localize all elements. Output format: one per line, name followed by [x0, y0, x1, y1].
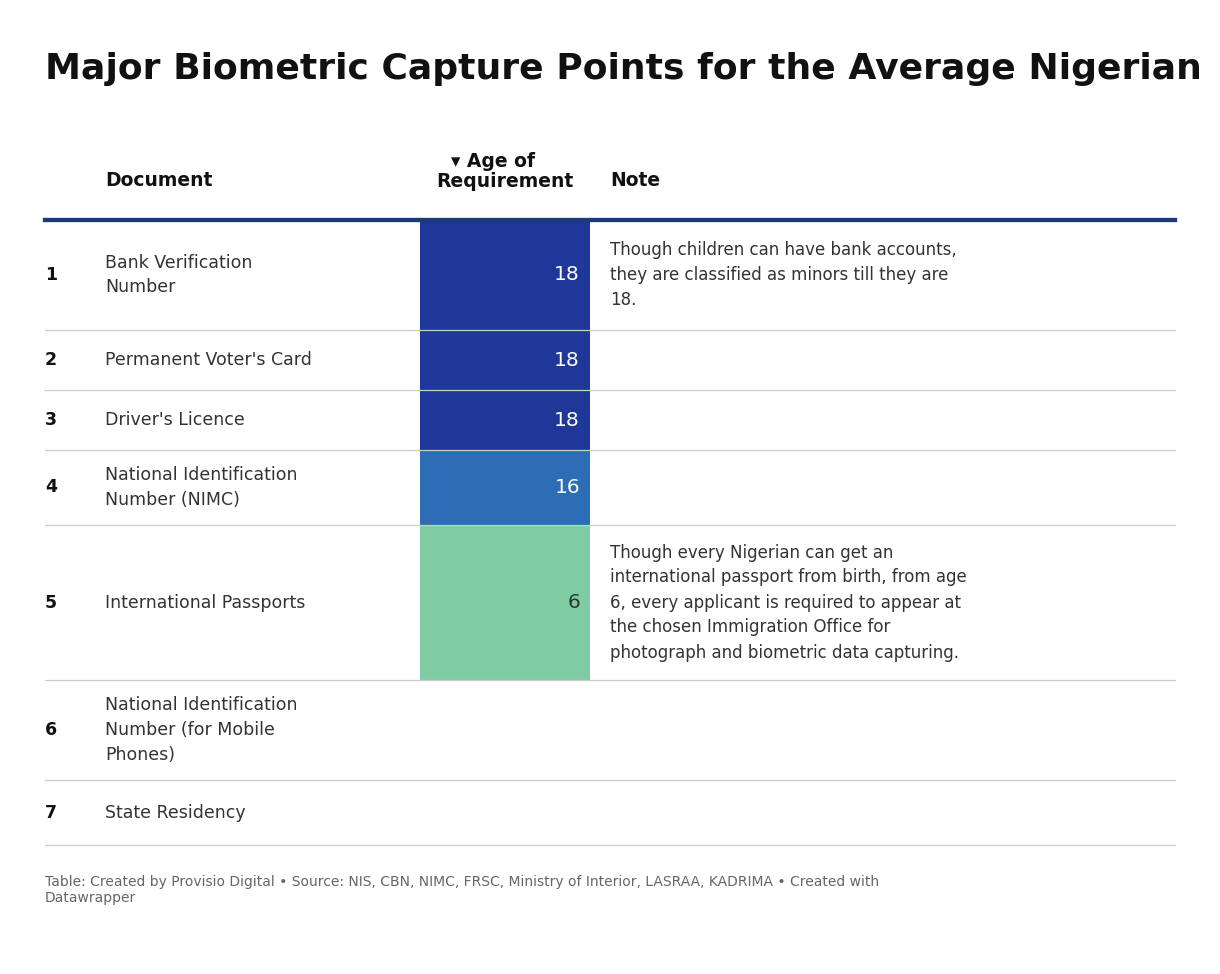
- Text: State Residency: State Residency: [105, 804, 245, 821]
- Text: Bank Verification
Number: Bank Verification Number: [105, 253, 253, 296]
- Text: 18: 18: [554, 410, 580, 430]
- Text: Though children can have bank accounts,
they are classified as minors till they : Though children can have bank accounts, …: [610, 241, 956, 309]
- Text: Note: Note: [610, 170, 660, 190]
- Bar: [420, 525, 590, 680]
- Text: 1: 1: [45, 266, 57, 284]
- Text: Permanent Voter's Card: Permanent Voter's Card: [105, 351, 312, 369]
- Text: Driver's Licence: Driver's Licence: [105, 411, 245, 429]
- Bar: [420, 330, 590, 390]
- Text: Document: Document: [105, 170, 212, 190]
- Text: 16: 16: [554, 478, 580, 497]
- Text: ▾ Age of: ▾ Age of: [451, 152, 536, 171]
- Text: Though every Nigerian can get an
international passport from birth, from age
6, : Though every Nigerian can get an interna…: [610, 543, 966, 661]
- Bar: [420, 390, 590, 450]
- Text: 18: 18: [554, 351, 580, 369]
- Bar: [420, 450, 590, 525]
- Bar: [420, 220, 590, 330]
- Text: National Identification
Number (NIMC): National Identification Number (NIMC): [105, 466, 298, 509]
- Text: 4: 4: [45, 478, 57, 497]
- Text: 6: 6: [567, 593, 580, 612]
- Text: 6: 6: [45, 721, 57, 739]
- Text: 2: 2: [45, 351, 57, 369]
- Text: National Identification
Number (for Mobile
Phones): National Identification Number (for Mobi…: [105, 696, 298, 764]
- Text: 5: 5: [45, 593, 57, 612]
- Text: 18: 18: [554, 266, 580, 284]
- Text: International Passports: International Passports: [105, 593, 305, 612]
- Text: Major Biometric Capture Points for the Average Nigerian: Major Biometric Capture Points for the A…: [45, 52, 1202, 86]
- Text: Requirement: Requirement: [437, 172, 573, 191]
- Text: 7: 7: [45, 804, 57, 821]
- Text: 3: 3: [45, 411, 57, 429]
- Text: Table: Created by Provisio Digital • Source: NIS, CBN, NIMC, FRSC, Ministry of I: Table: Created by Provisio Digital • Sou…: [45, 875, 880, 905]
